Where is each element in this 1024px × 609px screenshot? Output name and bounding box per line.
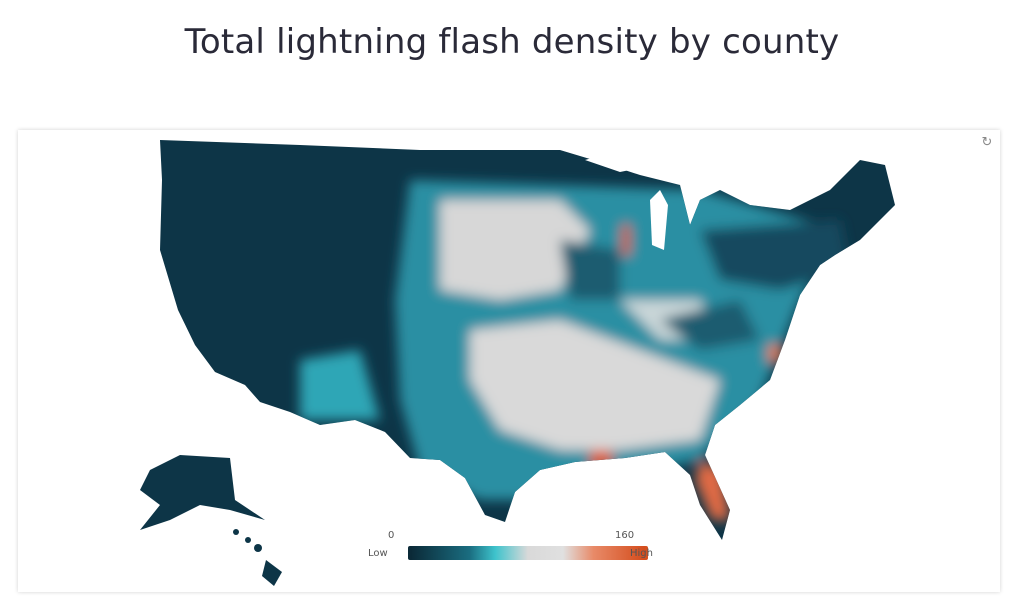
alaska (140, 455, 265, 530)
lake-superior (585, 150, 655, 172)
legend-high-label: High (630, 548, 653, 559)
legend-color-ramp (408, 546, 648, 560)
map-card[interactable]: ↻ 0 160 Low High (18, 130, 1000, 592)
legend-low-label: Low (368, 548, 388, 559)
page-title: Total lightning flash density by county (184, 22, 840, 62)
lake-michigan (650, 190, 668, 250)
hawaii (233, 529, 282, 586)
lightning-density-map[interactable] (18, 130, 1000, 592)
refresh-icon[interactable]: ↻ (981, 135, 993, 150)
legend-max: 160 (615, 530, 635, 541)
color-legend: 0 160 Low High (368, 528, 668, 568)
contiguous-us (160, 140, 895, 540)
legend-min: 0 (388, 530, 395, 541)
